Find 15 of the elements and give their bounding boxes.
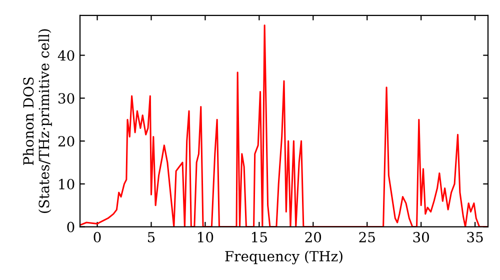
x-tick-label: 30 xyxy=(413,232,429,242)
y-tick-label: 40 xyxy=(58,50,74,61)
x-tick-label: 20 xyxy=(305,232,322,242)
x-tick-label: 35 xyxy=(467,232,483,242)
y-tick-label: 30 xyxy=(58,93,74,104)
x-tick-label: 25 xyxy=(359,232,375,242)
x-tick-label: 10 xyxy=(198,232,214,242)
y-tick-label: 0 xyxy=(67,222,74,232)
x-tick-label: 5 xyxy=(148,232,155,242)
y-axis-title: Phonon DOS (States/THz·primitive cell) xyxy=(22,29,52,213)
x-tick-label: 0 xyxy=(94,232,101,242)
x-axis-title: Frequency (THz) xyxy=(225,250,342,264)
y-tick-label: 20 xyxy=(58,136,74,147)
y-tick-label: 10 xyxy=(59,178,74,190)
x-tick-label: 15 xyxy=(252,232,267,242)
